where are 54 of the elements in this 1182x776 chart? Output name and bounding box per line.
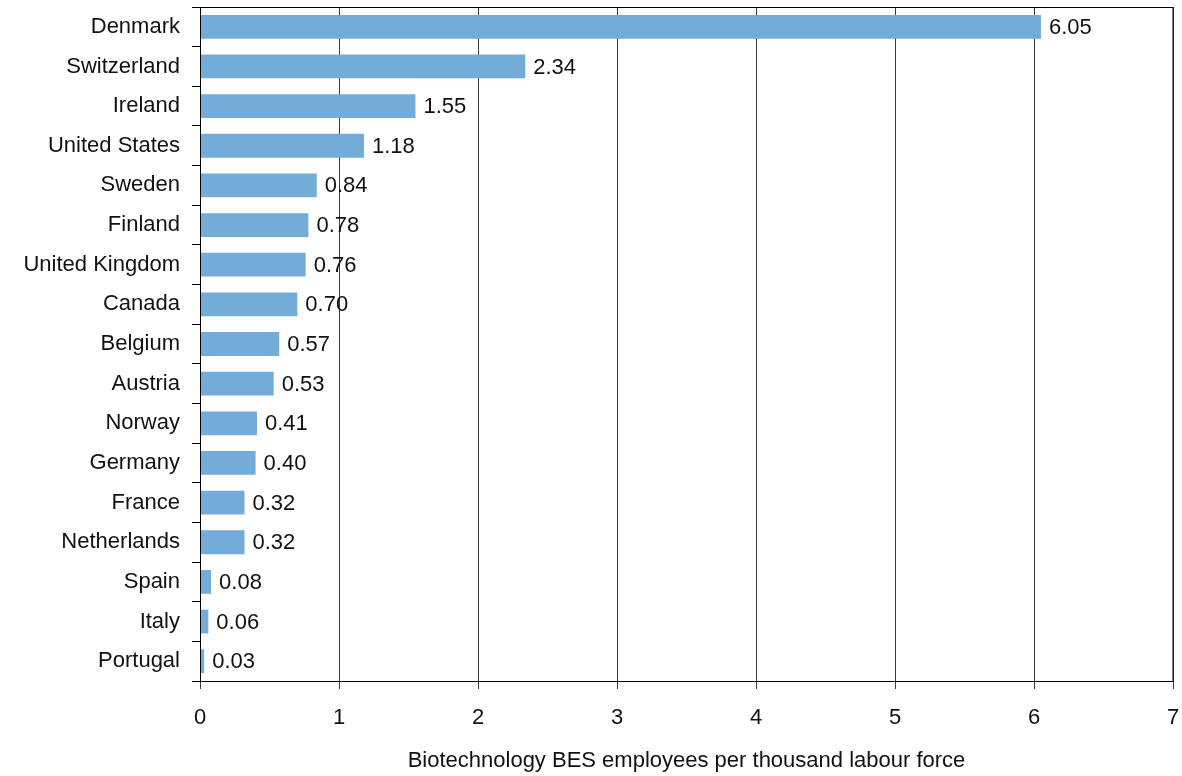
y-tick-label: Denmark: [90, 12, 181, 38]
y-tick-label: Switzerland: [66, 52, 180, 78]
bar: [200, 332, 280, 356]
x-axis-title: Biotechnology BES employees per thousand labour force: [407, 746, 966, 772]
y-tick-label: Germany: [89, 449, 180, 474]
bar: [200, 173, 317, 198]
data-label: 0.03: [212, 648, 255, 674]
data-label: 6.05: [1048, 13, 1092, 39]
data-label: 0.41: [264, 410, 308, 436]
y-tick-label: United Kingdom: [23, 250, 180, 276]
bar: [200, 213, 309, 237]
y-tick-label: Belgium: [100, 330, 180, 356]
x-tick-label: 1: [332, 704, 346, 730]
y-tick-label: Spain: [123, 567, 180, 593]
bar: [200, 569, 212, 594]
data-label: 0.53: [281, 370, 325, 396]
y-tick-label: Italy: [139, 607, 180, 633]
x-tick-label: 6: [1027, 704, 1041, 730]
y-tick-label: Netherlands: [61, 528, 180, 554]
y-tick-label: Canada: [102, 290, 181, 316]
bar: [200, 252, 306, 277]
x-tick-label: 2: [471, 704, 485, 730]
x-tick-label: 7: [1166, 704, 1180, 730]
x-tick-label: 4: [749, 704, 763, 730]
bar: [200, 54, 526, 79]
data-label: 1.55: [423, 93, 467, 119]
y-tick-label: Sweden: [100, 171, 180, 197]
data-label: 1.18: [372, 132, 415, 158]
bar: [200, 292, 298, 317]
bar: [200, 94, 416, 119]
data-label: 0.32: [252, 529, 296, 555]
data-label: 0.57: [287, 331, 331, 357]
y-tick-label: Austria: [111, 369, 181, 395]
data-label: 2.34: [533, 53, 577, 79]
y-tick-label: Ireland: [112, 92, 180, 118]
data-label: 0.32: [252, 489, 296, 515]
bar: [200, 451, 256, 475]
data-label: 0.06: [216, 608, 260, 634]
y-tick-label: Norway: [105, 409, 180, 435]
y-tick-label: Finland: [107, 211, 180, 237]
y-tick-label: France: [111, 488, 180, 514]
data-label: 0.08: [219, 568, 262, 594]
bar: [200, 490, 245, 515]
bar: [200, 411, 257, 436]
x-tick-label: 0: [193, 704, 207, 730]
x-tick-label: 5: [888, 704, 902, 730]
y-tick-label: Portugal: [98, 647, 180, 673]
bar: [200, 133, 365, 158]
data-label: 0.40: [263, 450, 307, 475]
y-tick-label: United States: [47, 131, 180, 157]
bar: [200, 530, 245, 555]
x-tick-label: 3: [610, 704, 624, 730]
bar: [200, 371, 274, 396]
bar: [200, 14, 1041, 39]
